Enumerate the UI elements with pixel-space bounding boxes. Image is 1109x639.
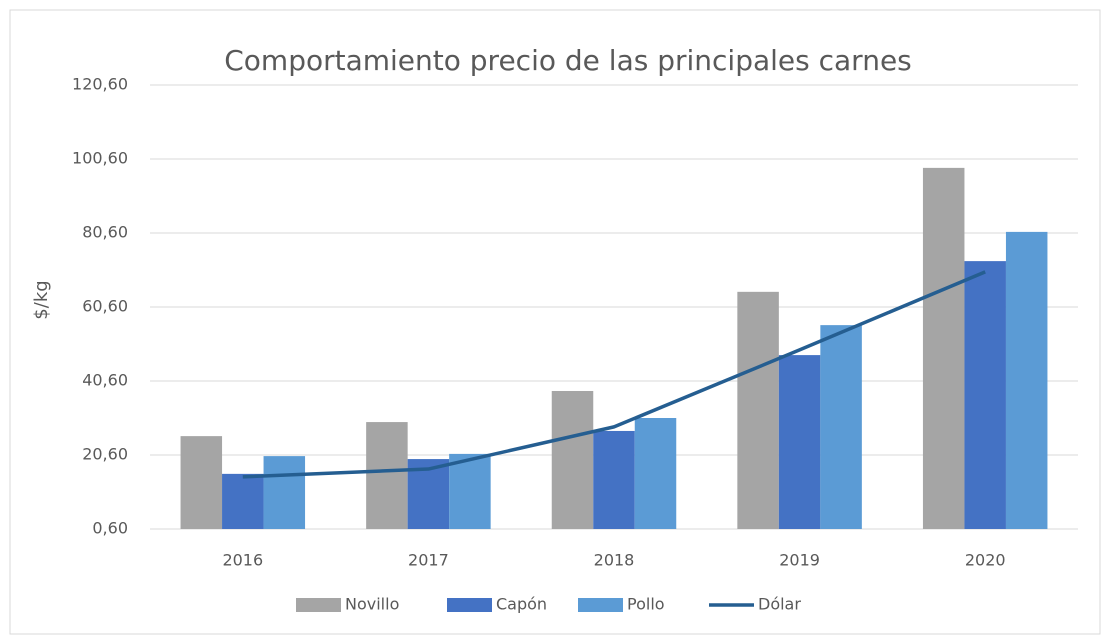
- bar: [593, 430, 635, 529]
- x-tick-label: 2019: [779, 551, 820, 570]
- y-tick-label: 20,60: [82, 445, 128, 464]
- x-tick-label: 2017: [408, 551, 449, 570]
- chart-frame: [9, 9, 1101, 635]
- chart-title: Comportamiento precio de las principales…: [224, 44, 912, 77]
- y-tick-label: 120,60: [72, 75, 128, 94]
- bar: [366, 422, 408, 529]
- legend-label: Pollo: [627, 595, 665, 614]
- x-tick-label: 2016: [222, 551, 263, 570]
- bar: [551, 390, 594, 529]
- legend-label: Dólar: [758, 595, 801, 614]
- bar: [180, 436, 223, 529]
- bar: [737, 291, 779, 529]
- legend-swatch: [447, 598, 492, 612]
- y-tick-label: 0,60: [92, 519, 128, 538]
- bar: [263, 456, 306, 529]
- y-tick-label: 80,60: [82, 223, 128, 242]
- bar: [820, 325, 862, 529]
- y-tick-label: 60,60: [82, 297, 128, 316]
- x-tick-label: 2018: [594, 551, 635, 570]
- line: [242, 270, 986, 479]
- bar: [634, 418, 677, 529]
- bar: [449, 453, 491, 529]
- bar: [1005, 231, 1048, 529]
- x-tick-label: 2020: [965, 551, 1006, 570]
- bar: [222, 473, 264, 529]
- legend-label: Capón: [496, 595, 547, 614]
- bar: [778, 355, 821, 529]
- legend-swatch: [578, 598, 623, 612]
- y-tick-label: 100,60: [72, 149, 128, 168]
- bar: [964, 261, 1006, 529]
- y-tick-label: 40,60: [82, 371, 128, 390]
- bar: [922, 167, 965, 529]
- y-axis-label: $/kg: [31, 280, 52, 319]
- legend-swatch: [296, 598, 341, 612]
- legend-label: Novillo: [345, 595, 399, 614]
